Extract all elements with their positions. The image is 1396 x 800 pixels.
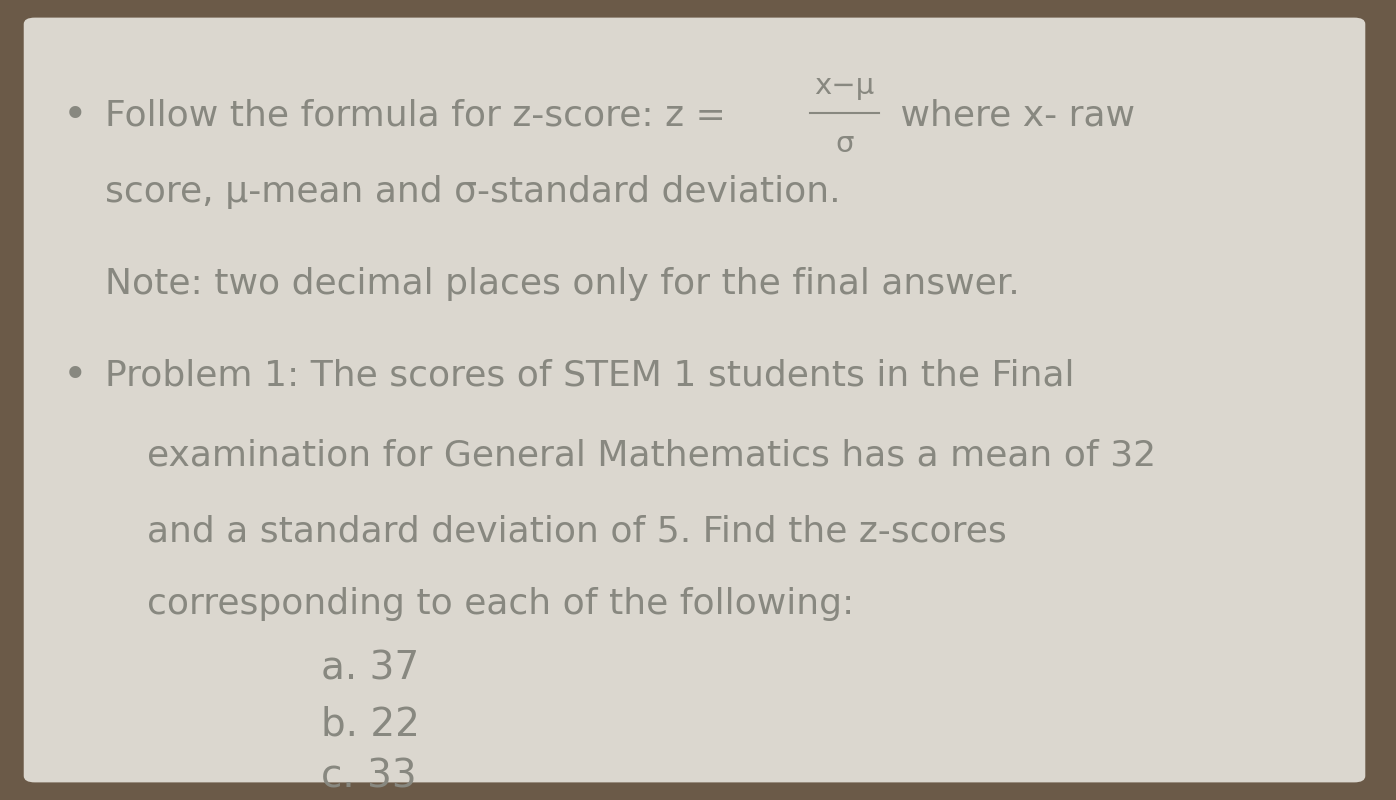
Text: •: • [63,355,88,397]
Text: Follow the formula for z-score: z =: Follow the formula for z-score: z = [105,99,737,133]
Text: score, μ-mean and σ-standard deviation.: score, μ-mean and σ-standard deviation. [105,175,840,209]
Text: b. 22: b. 22 [321,705,420,743]
Text: and a standard deviation of 5. Find the z-scores: and a standard deviation of 5. Find the … [147,515,1007,549]
Text: where x- raw: where x- raw [889,99,1135,133]
Text: c. 33: c. 33 [321,757,416,795]
Text: corresponding to each of the following:: corresponding to each of the following: [147,587,854,621]
Text: •: • [63,95,88,137]
Text: σ: σ [835,130,854,158]
Text: x−μ: x−μ [814,72,875,100]
Text: examination for General Mathematics has a mean of 32: examination for General Mathematics has … [147,439,1156,473]
Text: Problem 1: The scores of STEM 1 students in the Final: Problem 1: The scores of STEM 1 students… [105,359,1074,393]
Text: a. 37: a. 37 [321,649,419,687]
Text: Note: two decimal places only for the final answer.: Note: two decimal places only for the fi… [105,267,1019,301]
